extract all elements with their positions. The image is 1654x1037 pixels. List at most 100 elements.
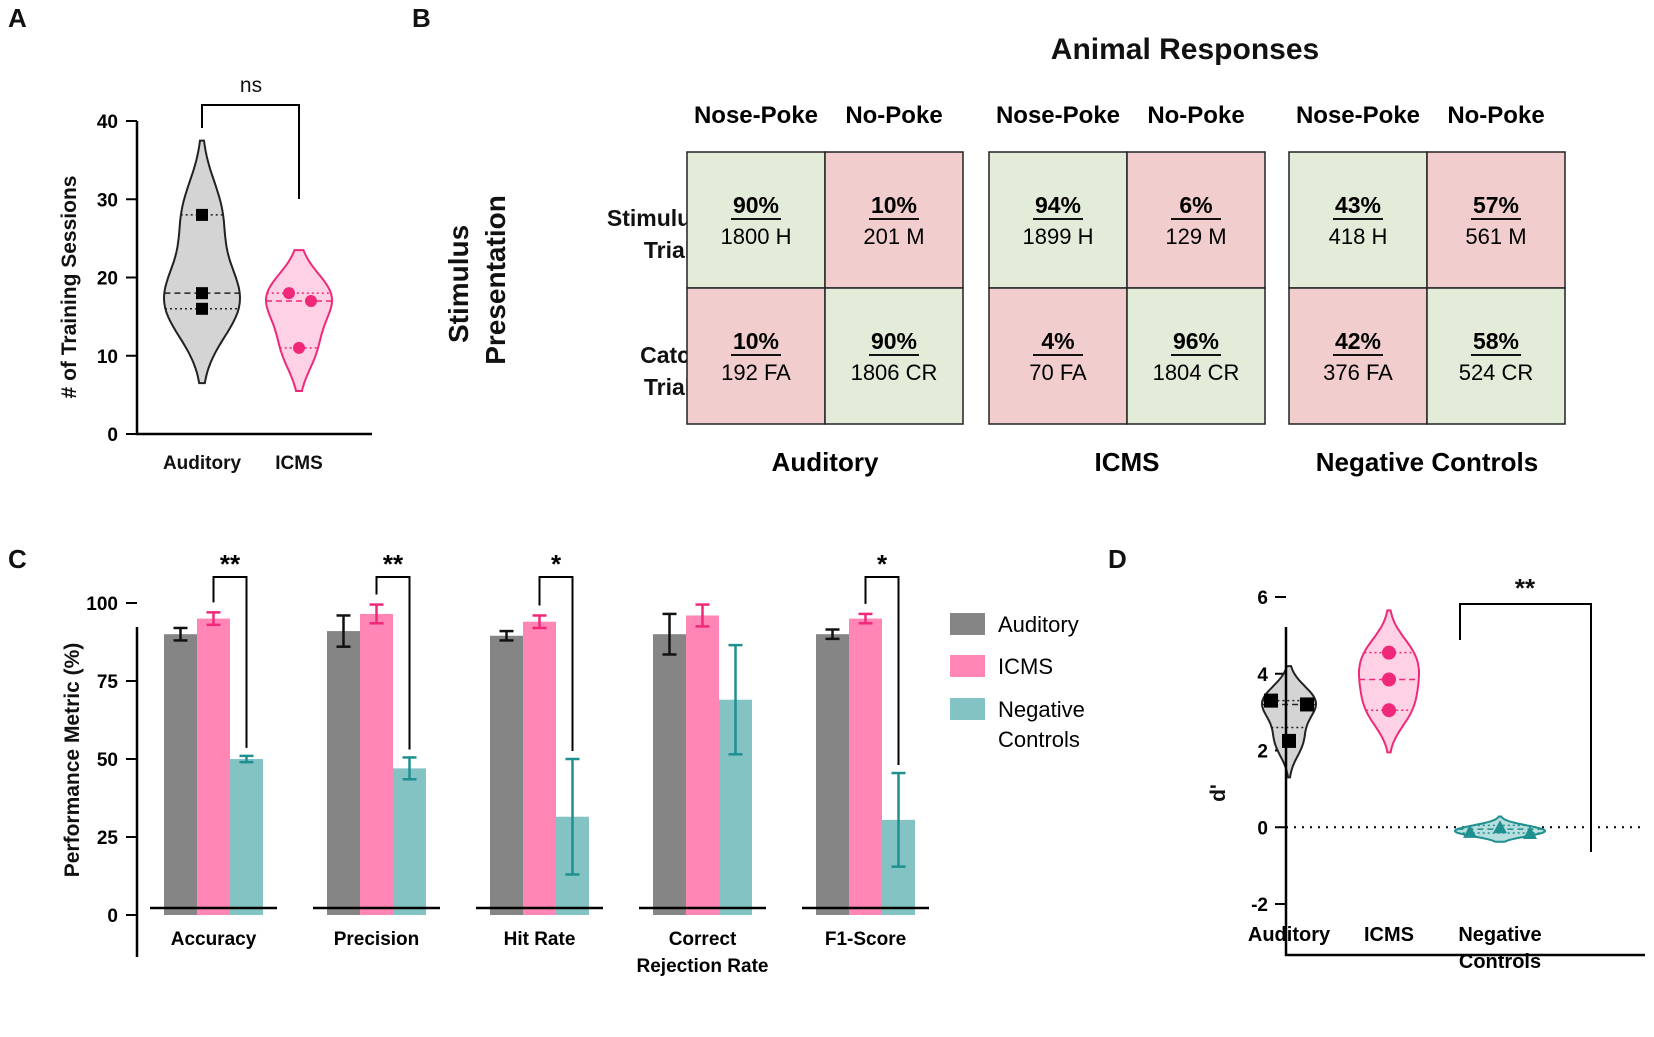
panel-b-cell-percent: 4% [1041, 328, 1074, 354]
panel-b-cell-percent: 94% [1035, 192, 1081, 218]
panel-c-legend-swatch-negative-controls [950, 698, 985, 720]
panel-c-error-bar [891, 771, 906, 868]
panel-c-error-bar [825, 628, 840, 641]
panel-b-column-label: No-Poke [845, 102, 942, 129]
panel-b-cell-percent: 96% [1173, 328, 1219, 354]
panel-b-column-label: Nose-Poke [1296, 102, 1420, 129]
panel-a-violin-icms [264, 249, 334, 392]
panel-b-cell-count: 201 M [863, 224, 924, 249]
panel-b-cell-count: 1899 H [1023, 224, 1094, 249]
panel-c-legend-label: Negative [998, 697, 1085, 722]
panel-c-error-bar [662, 612, 677, 656]
panel-c-bar-auditory [327, 631, 360, 915]
panel-b-cell-count: 1800 H [721, 224, 792, 249]
panel-c-significance-label: ** [383, 549, 404, 579]
panel-d-y-tick-label: 2 [1257, 742, 1268, 763]
panel-c-y-tick-label: 0 [107, 906, 118, 927]
panel-c-bar-negative-controls [393, 768, 426, 915]
panel-c-legend-label: ICMS [998, 654, 1053, 679]
panel-b-table-negative-controls: Nose-Poke No-Poke 43% 418 H 57% 561 M 42% 376 F… [1288, 102, 1566, 477]
panel-d-data-point [1382, 703, 1396, 718]
panel-b-column-label: Nose-Poke [996, 102, 1120, 129]
panel-a-data-point [305, 294, 317, 307]
panel-b-cell-percent: 6% [1179, 192, 1212, 218]
panel-c-bar-icms [197, 618, 230, 915]
panel-label-c: C [8, 544, 27, 574]
panel-a-significance-label: ns [240, 74, 262, 97]
panel-c-significance-bracket [538, 576, 574, 751]
panel-b-table-icms: Nose-Poke No-Poke 94% 1899 H 6% 129 M 4% 70 FA 9… [988, 102, 1266, 477]
panel-c-x-tick-label: Precision [334, 929, 420, 950]
panel-b-title: Animal Responses [1051, 33, 1319, 66]
panel-d-data-point [1493, 820, 1507, 834]
panel-c-y-tick-label: 25 [97, 828, 119, 849]
panel-c-significance-bracket [375, 576, 411, 750]
panel-c-bar-icms [360, 613, 393, 915]
panel-c-error-bar [206, 611, 221, 627]
panel-d-significance-label: ** [1515, 573, 1536, 603]
panel-a-data-point [196, 287, 208, 300]
panel-c-y-axis-label: Performance Metric (%) [61, 643, 84, 878]
panel-c-significance-label: * [877, 549, 888, 579]
panel-c-error-bar [499, 629, 514, 642]
panel-label-a: A [8, 3, 27, 33]
panel-c-legend-swatch-icms [950, 655, 985, 677]
panel-b-cell-count: 1806 CR [851, 360, 938, 385]
panel-a-y-tick-label: 0 [107, 425, 118, 446]
panel-c-x-tick-label: Hit Rate [504, 929, 576, 950]
panel-a-axes [135, 121, 372, 436]
panel-c-bar-chart: Performance Metric (%) 0 25 50 75 100 Accura… [61, 549, 1085, 977]
panel-d-y-tick-label: 6 [1257, 588, 1268, 609]
panel-d-y-tick-label: 4 [1257, 665, 1268, 686]
panel-d-y-tick-label: -2 [1251, 895, 1268, 916]
panel-label-d: D [1108, 544, 1127, 574]
panel-b-cell-percent: 42% [1335, 328, 1381, 354]
panel-a-data-point [196, 208, 208, 221]
panel-b-cell-percent: 90% [871, 328, 917, 354]
panel-d-significance-bracket [1459, 603, 1592, 852]
panel-d-data-point [1264, 693, 1278, 708]
panel-b-cell-count: 418 H [1329, 224, 1388, 249]
panel-d-violin-chart: d' -2 0 2 4 6 ** Auditory ICMS Negative Control… [1207, 573, 1645, 973]
panel-c-legend-swatch-auditory [950, 613, 985, 635]
panel-b-cell-count: 524 CR [1459, 360, 1534, 385]
panel-c-error-bar [239, 754, 254, 764]
panel-a-y-tick-label: 30 [97, 190, 118, 211]
panel-b-group-label: Negative Controls [1316, 447, 1539, 477]
panel-a-x-tick-label: ICMS [275, 453, 323, 474]
panel-b-row-header: Stimulus Presentation [443, 195, 511, 365]
panel-b-cell-percent: 57% [1473, 192, 1519, 218]
panel-d-x-tick-label: Negative [1458, 924, 1541, 946]
panel-c-significance-bracket [864, 576, 900, 766]
panel-c-x-tick-label: F1-Score [825, 929, 906, 950]
panel-b-column-label: No-Poke [1447, 102, 1544, 129]
panel-c-bar-auditory [490, 635, 523, 915]
panel-c-x-tick-label: Rejection Rate [637, 956, 769, 977]
panel-d-data-point [1300, 697, 1314, 712]
panel-c-error-bar [728, 643, 743, 756]
panel-c-bar-negative-controls [230, 759, 263, 915]
panel-c-bar-auditory [816, 634, 849, 915]
panel-c-significance-label: * [551, 549, 562, 579]
panel-b-cell-percent: 10% [871, 192, 917, 218]
panel-c-bar-icms [849, 618, 882, 915]
panel-d-x-tick-label: Auditory [1248, 924, 1331, 946]
panel-d-x-tick-label: ICMS [1364, 924, 1414, 946]
panel-b-cell-count: 129 M [1165, 224, 1226, 249]
panel-d-y-tick-label: 0 [1257, 818, 1268, 839]
panel-a-significance-bracket [201, 104, 300, 199]
panel-c-error-bar [173, 626, 188, 642]
panel-c-x-tick-label: Accuracy [171, 929, 257, 950]
panel-d-data-point [1523, 826, 1537, 840]
panel-c-legend-label: Controls [998, 727, 1080, 752]
panel-c-error-bar [532, 614, 547, 630]
panel-a-violin-chart: # of Training Sessions 0 10 20 30 40 ns Audi… [58, 74, 372, 474]
panel-d-x-tick-label: Controls [1459, 951, 1541, 973]
panel-b-cell-count: 561 M [1465, 224, 1526, 249]
panel-a-data-point [283, 287, 295, 300]
panel-c-legend-label: Auditory [998, 612, 1079, 637]
panel-d-axes [1284, 627, 1645, 957]
panel-a-x-tick-label: Auditory [163, 453, 242, 474]
panel-c-y-tick-label: 50 [97, 750, 118, 771]
panel-a-data-point [293, 341, 305, 354]
